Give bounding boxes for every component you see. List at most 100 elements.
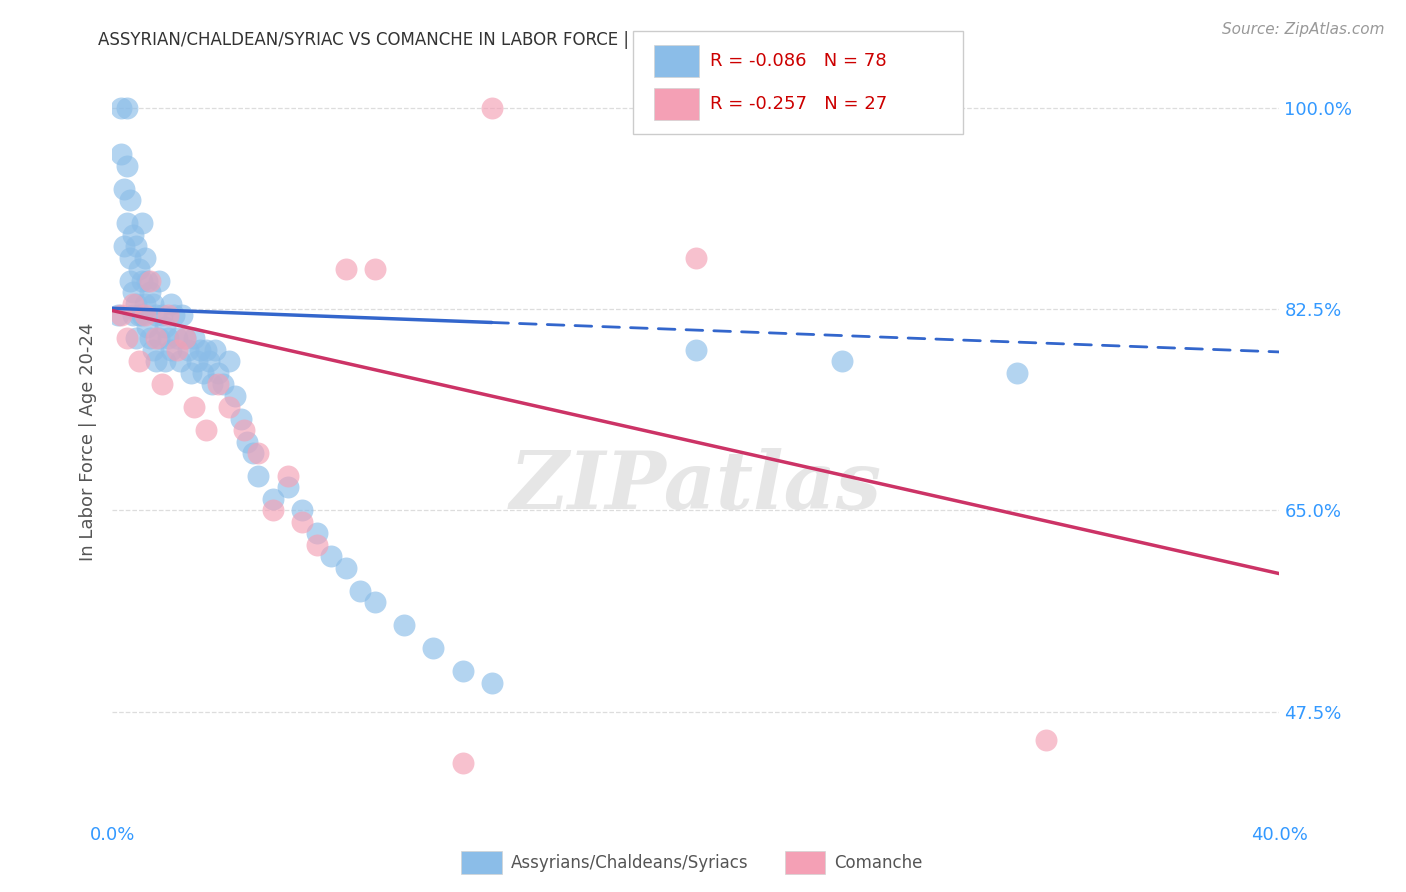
Point <box>134 251 156 265</box>
Point <box>150 377 173 392</box>
Point <box>118 251 141 265</box>
Point <box>1035 733 1057 747</box>
Text: ZIPatlas: ZIPatlas <box>510 449 882 525</box>
Point <box>335 262 357 277</box>
Point <box>218 400 240 414</box>
Point <box>134 308 156 322</box>
Point <box>150 308 173 322</box>
Point <box>122 285 145 300</box>
Point <box>212 377 235 392</box>
Point <box>136 274 159 288</box>
Point <box>128 354 150 368</box>
Point <box>166 331 188 345</box>
Point <box>422 641 444 656</box>
Point <box>122 308 145 322</box>
Point <box>148 274 170 288</box>
Point <box>142 343 165 357</box>
Point <box>163 308 186 322</box>
Point <box>166 343 188 357</box>
Point <box>1005 366 1028 380</box>
Point <box>142 296 165 310</box>
Point <box>276 469 298 483</box>
Point <box>218 354 240 368</box>
Point <box>188 343 211 357</box>
Point <box>115 159 138 173</box>
Point <box>160 343 183 357</box>
Point <box>685 251 707 265</box>
Point <box>112 182 135 196</box>
Point <box>186 354 208 368</box>
Point <box>481 102 503 116</box>
Point <box>194 343 217 357</box>
Point <box>156 308 179 322</box>
Point <box>139 285 162 300</box>
Point <box>481 675 503 690</box>
Point <box>153 354 176 368</box>
Text: ASSYRIAN/CHALDEAN/SYRIAC VS COMANCHE IN LABOR FORCE | AGE 20-24 CORRELATION CHAR: ASSYRIAN/CHALDEAN/SYRIAC VS COMANCHE IN … <box>98 31 907 49</box>
Point <box>125 239 148 253</box>
Point <box>139 274 162 288</box>
Point <box>118 194 141 208</box>
Point <box>174 331 197 345</box>
Point <box>148 331 170 345</box>
Text: R = -0.086   N = 78: R = -0.086 N = 78 <box>710 52 887 70</box>
Y-axis label: In Labor Force | Age 20-24: In Labor Force | Age 20-24 <box>79 322 97 561</box>
Point <box>128 262 150 277</box>
Point <box>394 618 416 632</box>
Text: Comanche: Comanche <box>834 854 922 871</box>
Point <box>125 296 148 310</box>
Point <box>180 366 202 380</box>
Point <box>131 274 153 288</box>
Point <box>349 583 371 598</box>
Point <box>262 503 284 517</box>
Text: Source: ZipAtlas.com: Source: ZipAtlas.com <box>1222 22 1385 37</box>
Point <box>122 296 145 310</box>
Point <box>229 411 252 425</box>
Point <box>305 538 328 552</box>
Point <box>364 595 387 609</box>
Point <box>183 400 205 414</box>
Point <box>177 343 200 357</box>
Point <box>242 446 264 460</box>
Point <box>145 308 167 322</box>
Point <box>125 331 148 345</box>
Point <box>291 515 314 529</box>
Point <box>153 319 176 334</box>
Point <box>232 423 254 437</box>
Point <box>235 434 257 449</box>
Point <box>183 331 205 345</box>
Point <box>831 354 853 368</box>
Point <box>207 366 229 380</box>
Point <box>172 308 194 322</box>
Point <box>194 423 217 437</box>
Point <box>201 377 224 392</box>
Point <box>160 296 183 310</box>
Point <box>145 331 167 345</box>
Text: Assyrians/Chaldeans/Syriacs: Assyrians/Chaldeans/Syriacs <box>510 854 748 871</box>
Point <box>122 227 145 242</box>
Point <box>115 216 138 230</box>
Point <box>128 308 150 322</box>
Point <box>174 331 197 345</box>
Point <box>115 331 138 345</box>
Point <box>291 503 314 517</box>
Point <box>107 308 129 322</box>
Point <box>169 354 191 368</box>
Point <box>191 366 214 380</box>
Point <box>364 262 387 277</box>
Point <box>112 239 135 253</box>
Point <box>276 481 298 495</box>
Point <box>685 343 707 357</box>
Point <box>207 377 229 392</box>
Point <box>204 343 226 357</box>
Point <box>115 102 138 116</box>
Point <box>156 331 179 345</box>
Point <box>131 216 153 230</box>
Point <box>145 354 167 368</box>
Point <box>335 561 357 575</box>
Point <box>110 147 132 161</box>
Point <box>305 526 328 541</box>
Text: R = -0.257   N = 27: R = -0.257 N = 27 <box>710 95 887 113</box>
Point <box>197 354 219 368</box>
Point <box>131 308 153 322</box>
